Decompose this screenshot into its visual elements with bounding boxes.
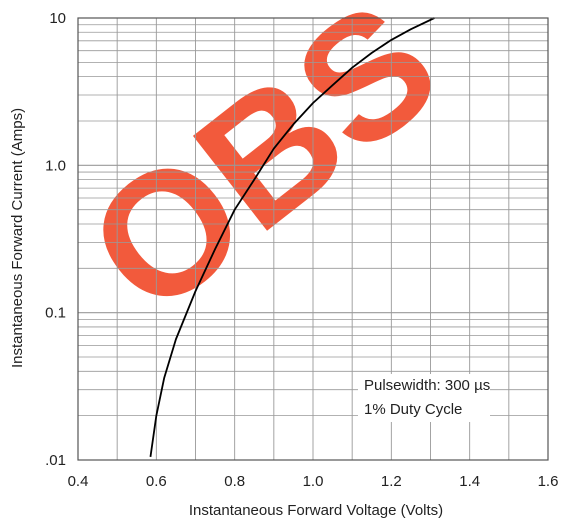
grid-lines <box>78 18 548 460</box>
y-tick-label: 0.1 <box>45 305 66 322</box>
x-tick-label: 1.6 <box>538 473 559 490</box>
x-axis-label: Instantaneous Forward Voltage (Volts) <box>189 502 443 519</box>
y-tick-label: .01 <box>45 452 66 469</box>
x-tick-labels: 0.4 0.6 0.8 1.0 1.2 1.4 1.6 <box>68 473 559 490</box>
y-tick-label: 1.0 <box>45 157 66 174</box>
annotation-duty-cycle: 1% Duty Cycle <box>364 401 462 418</box>
forward-current-curve <box>149 17 435 458</box>
annotation-box: Pulsewidth: 300 µs 1% Duty Cycle <box>358 374 490 422</box>
y-tick-label: 10 <box>49 10 66 27</box>
x-tick-label: 0.8 <box>224 473 245 490</box>
x-tick-label: 0.6 <box>146 473 167 490</box>
curve-layer <box>149 17 435 458</box>
x-tick-label: 1.0 <box>303 473 324 490</box>
x-tick-label: 0.4 <box>68 473 89 490</box>
annotation-pulsewidth: Pulsewidth: 300 µs <box>364 377 490 394</box>
y-tick-labels: .01 0.1 1.0 10 <box>45 10 66 469</box>
x-tick-label: 1.2 <box>381 473 402 490</box>
plot-frame <box>77 17 549 461</box>
x-tick-label: 1.4 <box>459 473 480 490</box>
y-axis-label: Instantaneous Forward Current (Amps) <box>9 108 26 368</box>
